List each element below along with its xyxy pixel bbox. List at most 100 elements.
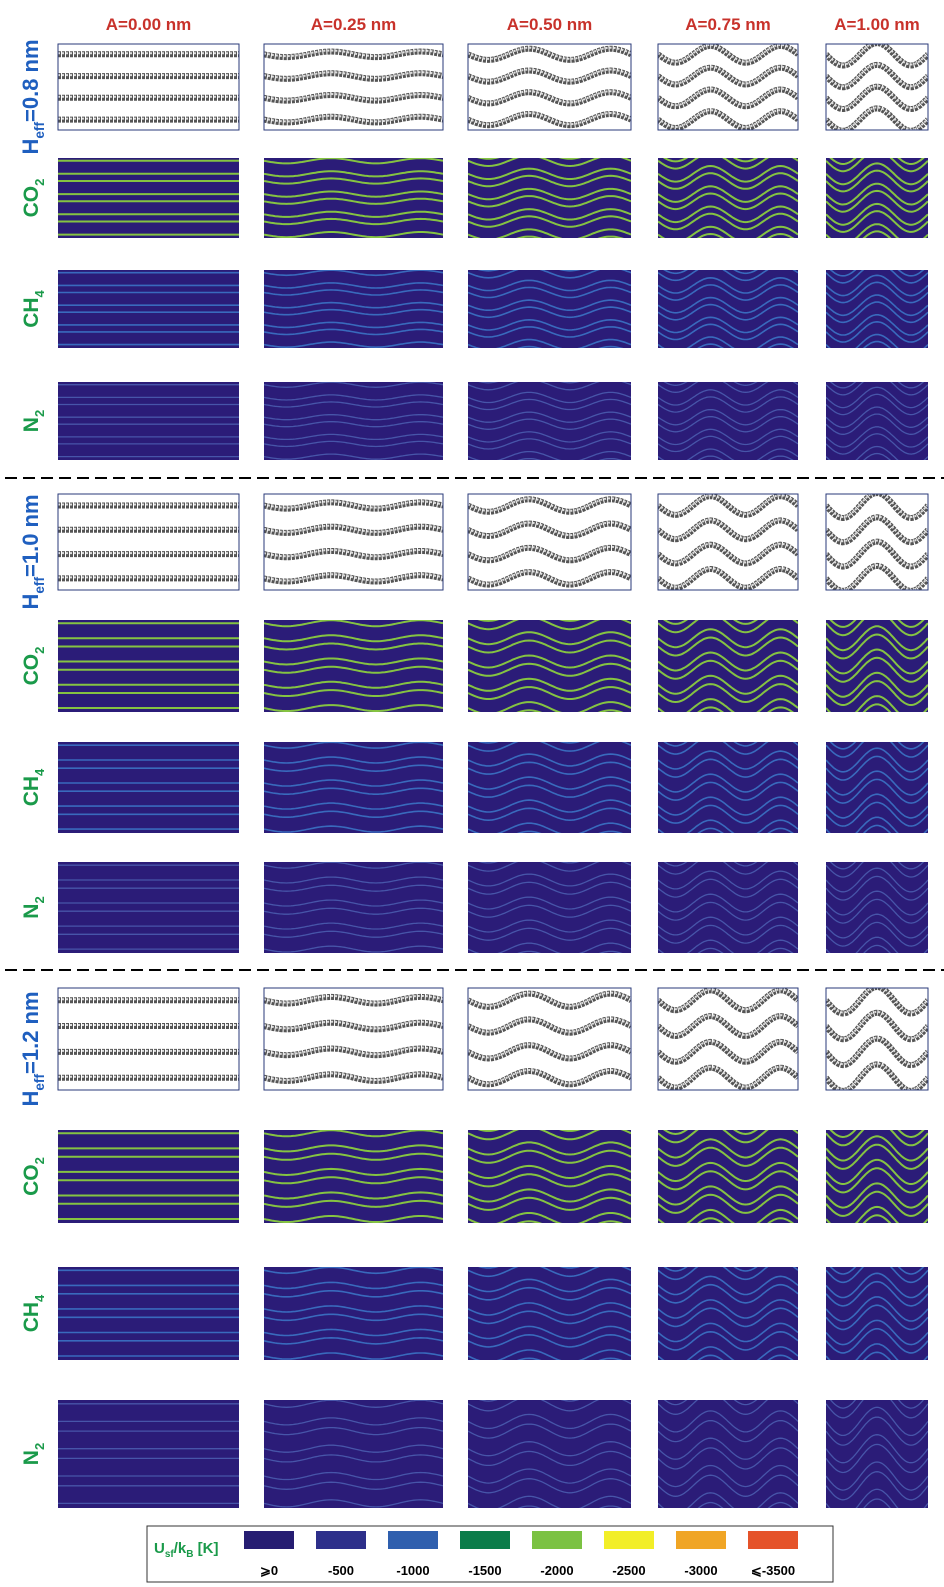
structure-panel [264,988,443,1090]
adsorption-line [264,177,443,185]
adsorption-line [826,320,928,343]
adsorption-line [829,742,925,750]
adsorption-line [658,1299,798,1319]
adsorption-line [826,1272,928,1299]
adsorption-line [264,834,443,840]
column-header: A=0.50 nm [507,15,593,34]
adsorption-line [468,1286,631,1301]
adsorption-line [264,704,443,712]
adsorption-line [264,301,443,309]
adsorption-line [658,1193,798,1214]
adsorption-line [826,413,928,435]
adsorption-line [264,394,443,401]
adsorption-line [264,1426,443,1436]
adsorption-line [264,190,443,198]
carbon-highlight [826,494,928,518]
adsorption-line [658,1492,798,1508]
legend-swatch [676,1531,726,1549]
adsorption-line [658,408,798,426]
adsorption-line [264,401,443,408]
potential-map [264,1400,443,1508]
map-bg [264,1267,443,1360]
potential-map [468,1267,631,1360]
carbon-highlight [658,109,798,129]
adsorption-line [826,770,928,796]
adsorption-line [826,890,928,916]
adsorption-line [829,382,925,389]
potential-map [58,1130,239,1223]
potential-map [468,382,631,460]
carbon-highlight [826,44,928,66]
adsorption-line [264,289,443,296]
map-bg [468,1400,631,1508]
adsorption-line [658,164,798,183]
adsorption-line [478,742,581,744]
legend-title-part: B [186,1549,193,1560]
adsorption-line [658,870,798,890]
adsorption-line [468,306,631,319]
adsorption-line [826,921,928,947]
adsorption-line [264,1481,443,1490]
adsorption-line [658,435,798,453]
adsorption-line [658,1161,798,1183]
adsorption-line [826,1434,928,1464]
adsorption-line [663,1400,758,1406]
potential-map [58,620,239,712]
adsorption-line [658,1419,798,1443]
gas-label: CO2 [20,179,47,218]
adsorption-line [468,1400,631,1412]
adsorption-line [658,382,798,393]
adsorption-line [468,167,631,180]
potential-map [826,270,928,348]
legend-label: -2000 [540,1563,573,1578]
adsorption-line [264,945,443,953]
adsorption-line [697,343,794,348]
adsorption-line [468,1164,631,1180]
potential-map [826,1400,928,1508]
gas-label: N2 [20,896,47,918]
legend-swatch [460,1531,510,1549]
adsorption-line [264,170,443,178]
adsorption-line [264,742,443,749]
potential-map [826,620,928,712]
adsorption-line [826,816,928,833]
adsorption-line [826,169,928,193]
adsorption-line [264,239,443,244]
adsorption-line [468,927,631,941]
potential-map [58,742,239,833]
adsorption-line [468,654,631,669]
carbon-highlight [658,566,798,588]
adsorption-line [826,202,928,226]
gas-label-part: 2 [32,896,47,903]
adsorption-line [517,1505,623,1508]
carbon-highlight [468,991,631,1007]
carbon-layer [826,1061,928,1090]
adsorption-line [826,625,928,652]
map-bg [658,270,798,348]
adsorption-line [264,657,443,666]
adsorption-line [468,215,631,228]
adsorption-line [658,862,798,875]
adsorption-line [826,1280,928,1307]
panel-border [825,493,929,591]
adsorption-line [663,862,758,867]
adsorption-line [468,1423,631,1439]
carbon-highlight [468,90,631,104]
adsorption-line [264,1305,443,1313]
gas-label: N2 [20,410,47,432]
adsorption-line [264,854,443,860]
adsorption-line [468,1212,631,1223]
panel-border [263,987,444,1091]
adsorption-line [826,445,928,460]
adsorption-line [658,796,798,816]
adsorption-line [826,671,928,698]
structure-panel [468,44,631,130]
carbon-highlight [468,545,631,561]
structure-panel [58,494,239,590]
carbon-layer [826,105,928,130]
potential-map [658,620,798,712]
adsorption-line [826,755,928,781]
adsorption-line [264,1454,443,1463]
adsorption-line [658,901,798,921]
adsorption-line [658,819,798,833]
